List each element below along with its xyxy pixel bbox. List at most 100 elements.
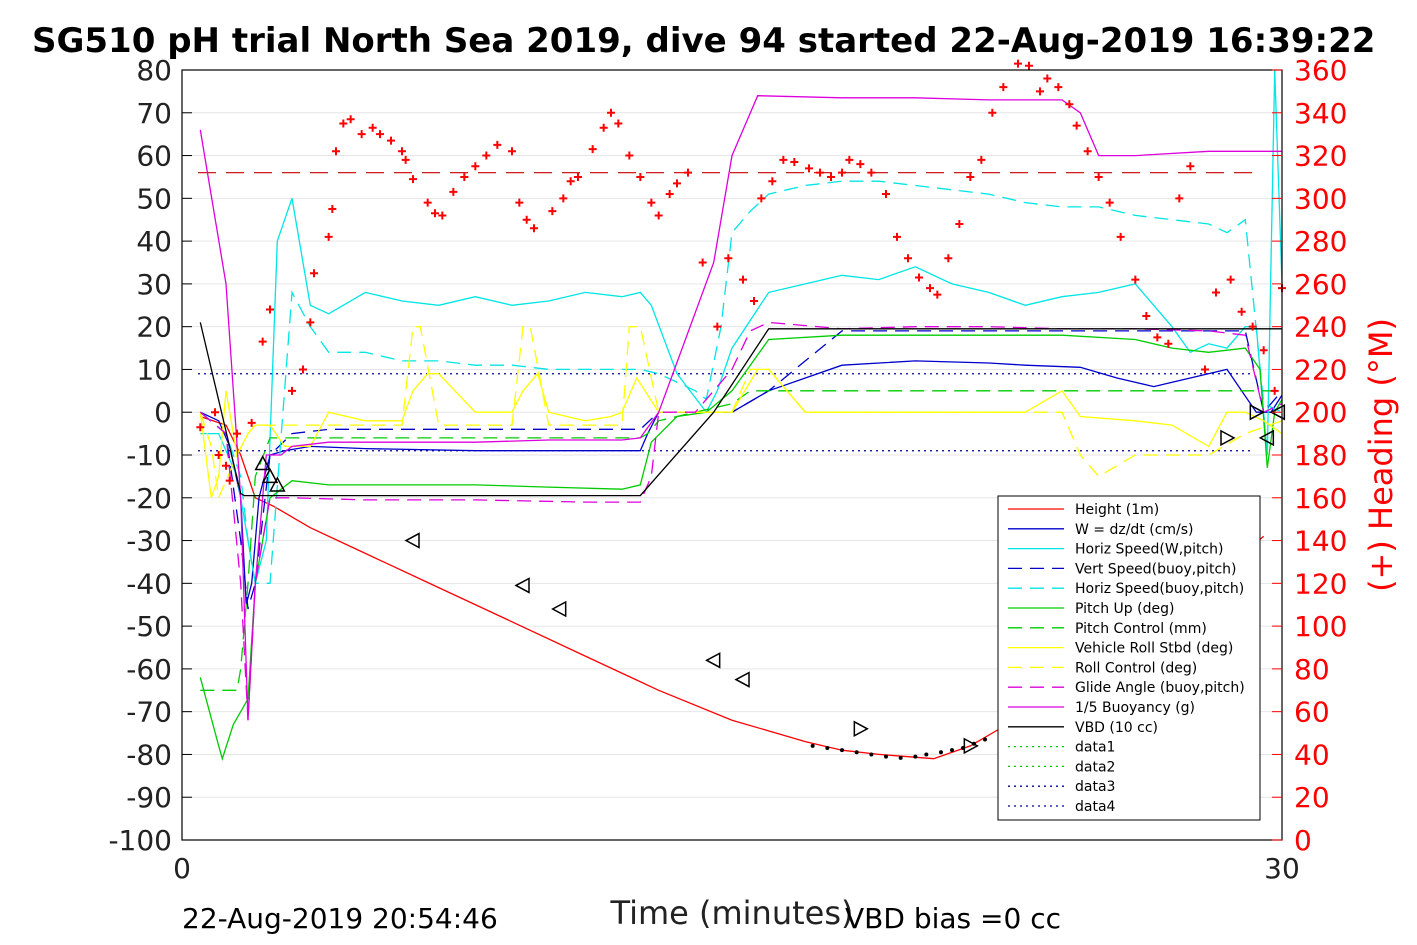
y-right-tick-label: 260	[1294, 268, 1347, 301]
legend-label-13: data2	[1075, 759, 1115, 775]
heading-point	[882, 190, 890, 199]
heading-point	[1212, 288, 1220, 297]
dot-marker	[854, 750, 859, 755]
heading-point	[1131, 275, 1140, 284]
heading-point	[966, 172, 975, 181]
heading-point	[845, 155, 854, 164]
y-tick-label: 20	[136, 311, 172, 344]
triangle-right-marker	[1249, 403, 1265, 421]
heading-point	[1175, 194, 1184, 203]
legend-box	[997, 495, 1261, 821]
heading-point	[1036, 87, 1044, 96]
heading-point	[607, 108, 615, 117]
heading-point	[522, 215, 531, 224]
y-right-tick-label: 40	[1294, 738, 1330, 771]
heading-point	[460, 172, 469, 181]
heading-point	[955, 220, 964, 228]
heading-point	[559, 194, 568, 203]
y-tick-label: 10	[136, 353, 172, 386]
heading-point	[665, 190, 674, 199]
heading-point	[838, 168, 846, 177]
heading-point	[508, 147, 516, 156]
heading-point	[999, 83, 1008, 92]
heading-point	[233, 429, 241, 438]
y-right-tick-label: 100	[1294, 610, 1347, 643]
dot-marker	[950, 748, 954, 753]
dot-marker	[825, 746, 830, 751]
heading-point	[1186, 162, 1195, 171]
heading-point	[750, 297, 758, 305]
heading-point	[515, 198, 524, 207]
dot-marker	[939, 750, 943, 755]
heading-point	[977, 155, 986, 164]
heading-point	[599, 123, 608, 132]
heading-point	[1116, 232, 1125, 241]
y-tick-label: 0	[154, 396, 172, 429]
legend-label-4: Horiz Speed(buoy,pitch)	[1075, 581, 1244, 597]
y-right-tick-label: 340	[1294, 97, 1347, 130]
y-right-tick-label: 180	[1294, 439, 1347, 472]
legend-label-3: Vert Speed(buoy,pitch)	[1075, 561, 1237, 577]
triangle-up-marker	[254, 454, 271, 471]
y-tick-label: -30	[126, 525, 172, 558]
heading-point	[588, 145, 597, 154]
series-line-6	[200, 390, 1282, 691]
y-right-tick-label: 360	[1294, 54, 1347, 87]
legend-label-8: Roll Control (deg)	[1075, 660, 1197, 676]
legend-label-2: Horiz Speed(W,pitch)	[1075, 542, 1223, 558]
legend-label-5: Pitch Up (deg)	[1075, 601, 1174, 617]
triangle-right-marker	[963, 737, 979, 755]
reference-lines	[198, 172, 1254, 452]
heading-point	[438, 211, 447, 220]
x-axis: 0 30	[173, 852, 1300, 885]
heading-point	[1065, 100, 1074, 109]
heading-point	[566, 177, 575, 186]
series-line-10	[199, 95, 1282, 721]
y-tick-label: -80	[126, 738, 172, 771]
heading-point	[944, 254, 953, 263]
heading-point	[376, 130, 384, 139]
heading-point	[310, 269, 318, 278]
heading-point	[805, 164, 813, 173]
chart-title: SG510 pH trial North Sea 2019, dive 94 s…	[32, 21, 1375, 61]
y-tick-label: -40	[126, 567, 172, 600]
y-axis-right: 3603403203002802602402202001801601401201…	[1272, 54, 1347, 857]
legend-label-10: 1/5 Buoyancy (g)	[1075, 700, 1195, 716]
heading-point	[471, 162, 480, 171]
heading-point	[1072, 121, 1081, 130]
heading-point	[933, 290, 942, 299]
heading-point	[926, 284, 934, 293]
legend-label-12: data1	[1075, 740, 1115, 756]
y-tick-label: 50	[136, 182, 172, 215]
heading-point	[449, 187, 458, 196]
y-tick-label: -10	[126, 439, 172, 472]
y-right-tick-label: 300	[1294, 182, 1347, 215]
heading-point	[1226, 275, 1235, 284]
heading-point	[698, 258, 707, 267]
y-tick-label: -90	[126, 781, 172, 814]
series-line-7	[199, 368, 1283, 499]
heading-point	[225, 476, 234, 485]
x-tick-label: 0	[173, 852, 191, 885]
legend-label-7: Vehicle Roll Stbd (deg)	[1075, 641, 1233, 657]
heading-point	[790, 157, 799, 166]
legend-label-15: data4	[1075, 799, 1116, 815]
y-right-tick-label: 160	[1294, 482, 1347, 515]
heading-point	[915, 273, 923, 282]
heading-point	[482, 151, 491, 160]
heading-point	[493, 140, 502, 149]
series-line-2	[200, 69, 1283, 584]
heading-point	[1083, 147, 1092, 156]
heading-point	[768, 177, 777, 186]
heading-point	[211, 408, 219, 417]
y-right-tick-label: 80	[1294, 653, 1330, 686]
dot-marker	[913, 754, 918, 759]
y-tick-label: -50	[126, 610, 172, 643]
dot-marker	[924, 752, 929, 757]
y-right-tick-label: 240	[1294, 311, 1347, 344]
heading-point	[214, 451, 223, 459]
footer-vbd-bias: VBD bias =0 cc	[845, 902, 1061, 935]
heading-point	[1105, 198, 1114, 207]
heading-point	[339, 119, 348, 128]
